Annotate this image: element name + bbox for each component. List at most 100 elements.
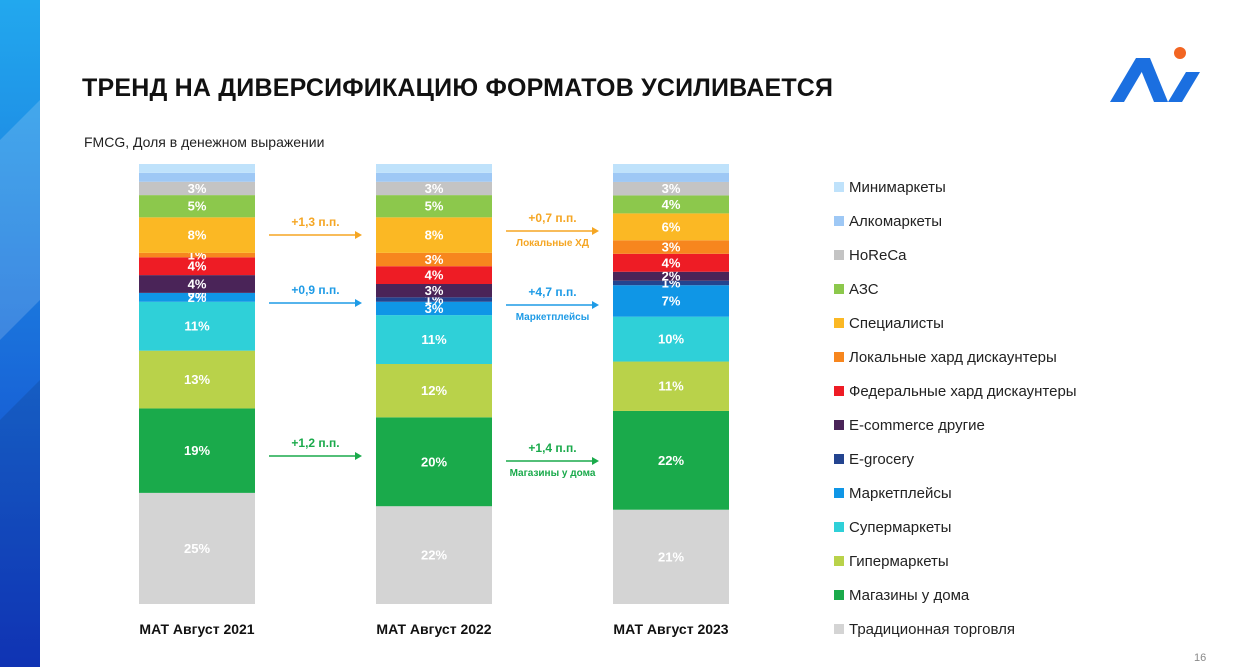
bar-segment (376, 181, 492, 196)
legend-label: Минимаркеты (849, 178, 946, 196)
logo-stroke-left (1110, 58, 1150, 102)
company-logo (1110, 47, 1200, 102)
bar-segment-label: 19% (184, 443, 210, 458)
bar-segment-label: 8% (188, 228, 207, 243)
change-arrow-head (592, 227, 599, 235)
change-arrow-head (592, 457, 599, 465)
bar-segment (376, 217, 492, 253)
bar-segment-label: 11% (184, 319, 210, 334)
bar-segment-label: 5% (188, 199, 207, 214)
bar-segment (139, 252, 255, 258)
bar-segment (613, 172, 729, 182)
legend-label: HoReCa (849, 246, 907, 264)
bar-segment (139, 408, 255, 493)
category-label: МАТ Август 2021 (139, 621, 254, 637)
legend-swatch (834, 488, 844, 498)
change-note-label: Маркетплейсы (516, 312, 590, 323)
bar-segment (139, 257, 255, 276)
change-value-label: +0,7 п.п. (528, 211, 576, 225)
bar-segment (139, 350, 255, 409)
bar-segment (613, 240, 729, 254)
bar-segment-label: 3% (425, 283, 444, 298)
legend-label: E-grocery (849, 450, 915, 468)
bar-segment (139, 164, 255, 173)
bar-segment-label: 4% (188, 277, 207, 292)
chart-subtitle: FMCG, Доля в денежном выражении (84, 134, 325, 150)
legend-item: E-commerce другие (834, 408, 1077, 442)
stripe-facet (0, 380, 40, 667)
legend-item: Локальные хард дискаунтеры (834, 340, 1077, 374)
bar-segment-label: 4% (425, 268, 444, 283)
bar-segment (376, 164, 492, 173)
bar-segment (139, 301, 255, 351)
bar-segment (376, 315, 492, 364)
bar-segment (613, 361, 729, 411)
legend-swatch (834, 624, 844, 634)
legend-swatch (834, 556, 844, 566)
legend-label: Маркетплейсы (849, 484, 952, 502)
bar-segment-label: 4% (662, 255, 681, 270)
page-number: 16 (1194, 652, 1207, 664)
bar-segment-label: 4% (662, 197, 681, 212)
bar-segment-label: 2% (188, 290, 207, 305)
change-value-label: +0,9 п.п. (291, 283, 339, 297)
bar-segment-label: 3% (188, 181, 207, 196)
decorative-side-stripe (0, 0, 40, 667)
legend-item: Гипермаркеты (834, 544, 1077, 578)
change-note-label: Магазины у дома (510, 468, 596, 479)
bar-segment (613, 285, 729, 317)
legend-label: Локальные хард дискаунтеры (849, 348, 1057, 366)
bar-segment (613, 253, 729, 272)
bar-segment (139, 292, 255, 302)
legend-swatch (834, 182, 844, 192)
bar-segment-label: 3% (425, 181, 444, 196)
bar-segment (613, 164, 729, 173)
bar-segment (613, 213, 729, 241)
bar-segment-label: 5% (425, 199, 444, 214)
page-title: ТРЕНД НА ДИВЕРСИФИКАЦИЮ ФОРМАТОВ УСИЛИВА… (82, 74, 834, 102)
bar-segment-label: 6% (662, 219, 681, 234)
legend-swatch (834, 386, 844, 396)
legend-item: Федеральные хард дискаунтеры (834, 374, 1077, 408)
bar-segment-label: 10% (658, 332, 684, 347)
bar-segment (139, 195, 255, 218)
legend-item: АЗС (834, 272, 1077, 306)
legend-item: Специалисты (834, 306, 1077, 340)
change-arrow-head (355, 231, 362, 239)
change-value-label: +4,7 п.п. (528, 285, 576, 299)
change-value-label: +1,2 п.п. (291, 436, 339, 450)
legend-label: E-commerce другие (849, 416, 985, 434)
bar-segment-label: 13% (184, 372, 210, 387)
legend-label: Гипермаркеты (849, 552, 949, 570)
bar-segment-label: 22% (421, 548, 447, 563)
change-note-label: Локальные ХД (516, 238, 589, 249)
change-arrow-head (355, 452, 362, 460)
legend-label: Традиционная торговля (849, 620, 1016, 638)
legend-label: Алкомаркеты (849, 212, 943, 230)
change-value-label: +1,3 п.п. (291, 215, 339, 229)
bar-segment (376, 417, 492, 507)
bar-segment-label: 4% (188, 259, 207, 274)
bar-segment-label: 3% (425, 252, 444, 267)
legend-item: E-grocery (834, 442, 1077, 476)
bar-segment-label: 25% (184, 541, 210, 556)
bar-segment-label: 7% (662, 293, 681, 308)
bar-segment-label: 22% (658, 453, 684, 468)
legend-swatch (834, 522, 844, 532)
category-label: МАТ Август 2022 (376, 621, 491, 637)
bar-segment (139, 217, 255, 253)
change-arrow-head (592, 301, 599, 309)
logo-dot (1174, 47, 1186, 59)
bar-segment-label: 3% (425, 301, 444, 316)
change-value-label: +1,4 п.п. (528, 441, 576, 455)
bar-segment-label: 11% (658, 379, 684, 394)
change-arrow-head (355, 299, 362, 307)
legend-item: HoReCa (834, 238, 1077, 272)
legend-item: Магазины у дома (834, 578, 1077, 612)
bar-segment (376, 195, 492, 218)
bar-segment (139, 181, 255, 196)
bar-segment (376, 506, 492, 604)
legend-label: Супермаркеты (849, 518, 952, 536)
bar-segment (613, 271, 729, 281)
